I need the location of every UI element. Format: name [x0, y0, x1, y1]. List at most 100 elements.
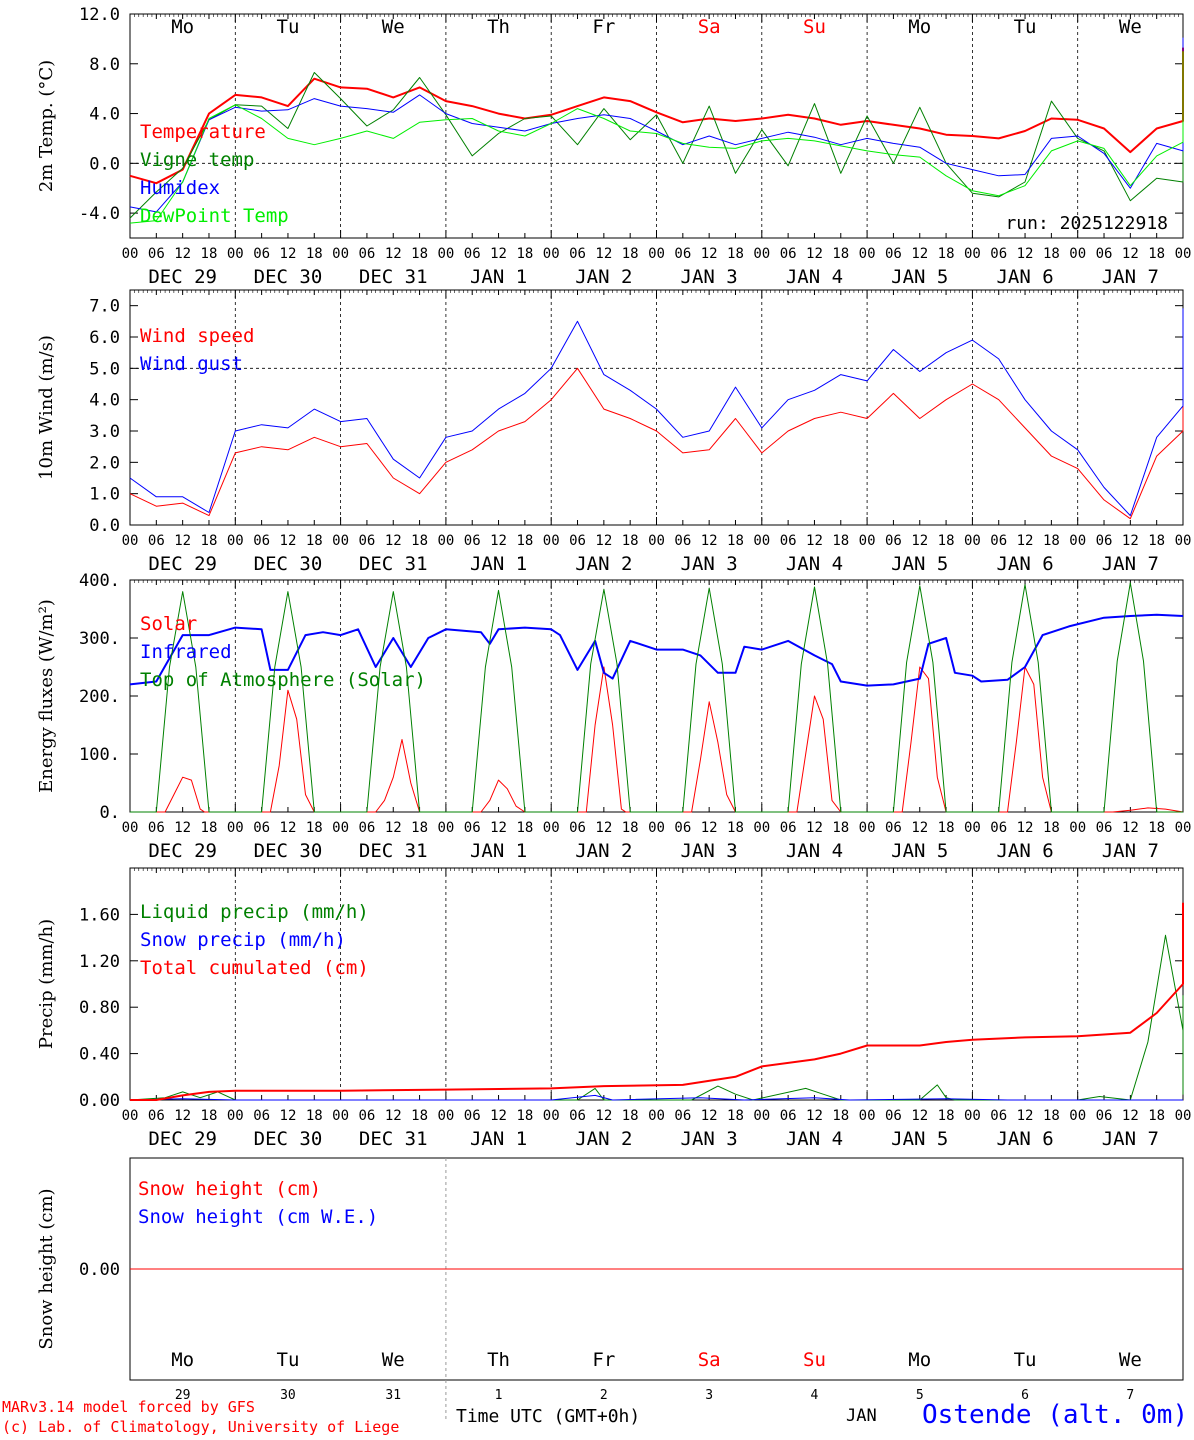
legend-entry: Infrared [140, 641, 232, 663]
hour-tick-label: 12 [806, 246, 823, 262]
y-axis-label: 10m Wind (m/s) [36, 335, 57, 480]
hour-tick-label: 00 [332, 246, 349, 262]
date-label: DEC 30 [254, 553, 323, 575]
hour-tick-label: 00 [964, 246, 981, 262]
hour-tick-label: 18 [201, 1108, 218, 1124]
hour-tick-label: 18 [411, 246, 428, 262]
hour-tick-label: 12 [1017, 246, 1034, 262]
hour-tick-label: 12 [490, 820, 507, 836]
date-label: DEC 30 [254, 840, 323, 862]
hour-tick-label: 18 [832, 820, 849, 836]
date-label: DEC 31 [359, 840, 428, 862]
hour-tick-label: 06 [464, 246, 481, 262]
legend-entry: DewPoint Temp [140, 205, 289, 227]
date-label: JAN 7 [1102, 1128, 1159, 1150]
y-axis-label: Precip (mm/h) [36, 919, 57, 1049]
hour-tick-label: 12 [595, 246, 612, 262]
y-tick-label: 0.00 [79, 1260, 120, 1280]
date-label: DEC 31 [359, 553, 428, 575]
day-number-label: 1 [495, 1388, 503, 1403]
hour-tick-label: 12 [490, 246, 507, 262]
hour-tick-label: 12 [385, 246, 402, 262]
y-tick-label: 8.0 [89, 55, 120, 75]
hour-tick-label: 06 [358, 820, 375, 836]
hour-tick-label: 00 [437, 820, 454, 836]
date-label: DEC 30 [254, 1128, 323, 1150]
hour-tick-label: 18 [727, 1108, 744, 1124]
date-label: DEC 31 [359, 1128, 428, 1150]
day-of-week-label: Th [487, 1349, 510, 1371]
day-of-week-label: Tu [1014, 16, 1037, 38]
hour-tick-label: 00 [122, 533, 139, 549]
date-label: JAN 5 [891, 266, 948, 288]
day-of-week-label: Tu [277, 1349, 300, 1371]
date-label: JAN 1 [470, 266, 527, 288]
date-label: JAN 4 [786, 840, 843, 862]
hour-tick-label: 06 [674, 533, 691, 549]
run-label: run: 2025122918 [1005, 213, 1168, 234]
hour-tick-label: 06 [990, 533, 1007, 549]
hour-tick-label: 06 [885, 820, 902, 836]
hour-tick-label: 12 [174, 820, 191, 836]
hour-tick-label: 12 [1017, 820, 1034, 836]
date-label: JAN 2 [575, 266, 632, 288]
day-number-label: 3 [705, 1388, 713, 1403]
hour-tick-label: 12 [595, 1108, 612, 1124]
hour-tick-label: 06 [885, 246, 902, 262]
date-label: DEC 31 [359, 266, 428, 288]
day-of-week-label: We [382, 1349, 405, 1371]
date-label: DEC 29 [148, 553, 217, 575]
hour-tick-label: 06 [358, 533, 375, 549]
hour-tick-label: 06 [780, 1108, 797, 1124]
hour-tick-label: 00 [859, 820, 876, 836]
hour-tick-label: 00 [859, 533, 876, 549]
y-tick-label: 1.60 [79, 905, 120, 925]
day-of-week-label: Tu [1014, 1349, 1037, 1371]
hour-tick-label: 18 [1148, 533, 1165, 549]
y-tick-label: 4.0 [89, 105, 120, 125]
hour-tick-label: 12 [595, 533, 612, 549]
date-label: JAN 2 [575, 840, 632, 862]
date-label: JAN 6 [996, 553, 1053, 575]
date-label: JAN 4 [786, 553, 843, 575]
hour-tick-label: 06 [464, 1108, 481, 1124]
hour-tick-label: 18 [727, 246, 744, 262]
hour-tick-label: 18 [516, 1108, 533, 1124]
day-of-week-label: We [382, 16, 405, 38]
day-of-week-label: Su [803, 16, 826, 38]
date-label: JAN 2 [575, 553, 632, 575]
panel-4: Precip (mm/h) [36, 867, 1184, 1101]
hour-tick-label: 00 [1069, 820, 1086, 836]
hour-tick-label: 06 [885, 533, 902, 549]
date-label: JAN 4 [786, 266, 843, 288]
hour-tick-label: 12 [174, 533, 191, 549]
legend-entry: Temperature [140, 121, 266, 143]
hour-tick-label: 06 [780, 533, 797, 549]
model-credit: MARv3.14 model forced by GFS [2, 1398, 255, 1416]
hour-tick-label: 18 [1148, 246, 1165, 262]
y-tick-label: 4.0 [89, 391, 120, 411]
hour-tick-label: 12 [911, 533, 928, 549]
date-label: JAN 6 [996, 840, 1053, 862]
y-tick-label: 0. [100, 803, 120, 823]
date-label: JAN 7 [1102, 553, 1159, 575]
y-tick-label: 300. [79, 629, 120, 649]
date-label: JAN 6 [996, 266, 1053, 288]
date-label: DEC 30 [254, 266, 323, 288]
hour-tick-label: 00 [1175, 1108, 1192, 1124]
hour-tick-label: 12 [701, 533, 718, 549]
date-label: JAN 3 [681, 1128, 738, 1150]
day-number-label: 7 [1126, 1388, 1134, 1403]
hour-tick-label: 00 [753, 1108, 770, 1124]
hour-tick-label: 12 [174, 1108, 191, 1124]
legend-entry: Wind gust [140, 353, 243, 375]
y-tick-label: 12.0 [79, 5, 120, 25]
date-label: JAN 6 [996, 1128, 1053, 1150]
hour-tick-label: 00 [1069, 533, 1086, 549]
date-label: JAN 3 [681, 840, 738, 862]
hour-tick-label: 06 [148, 533, 165, 549]
hour-tick-label: 18 [516, 820, 533, 836]
date-label: JAN 1 [470, 840, 527, 862]
hour-tick-label: 18 [411, 533, 428, 549]
hour-tick-label: 00 [332, 820, 349, 836]
